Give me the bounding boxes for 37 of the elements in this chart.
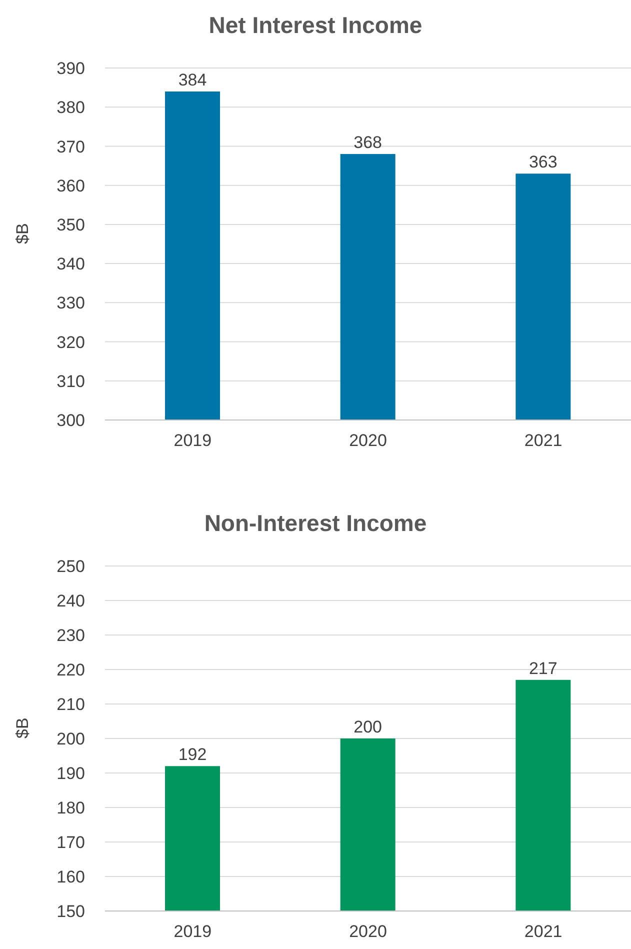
x-tick-label: 2020: [349, 922, 387, 942]
y-tick-label: 300: [56, 411, 85, 430]
y-tick-label: 370: [56, 137, 85, 156]
y-tick-label: 230: [56, 626, 85, 646]
y-tick-label: 240: [56, 592, 85, 611]
y-tick-label: 220: [56, 660, 85, 680]
y-tick-label: 380: [56, 98, 85, 118]
data-label: 200: [354, 718, 382, 736]
x-tick-label: 2021: [524, 431, 562, 450]
chart-title: Net Interest Income: [208, 10, 424, 40]
y-tick-label: 160: [56, 868, 85, 887]
y-tick-label: 150: [56, 902, 85, 922]
data-label: 384: [178, 70, 207, 90]
y-tick-label: 390: [56, 59, 85, 78]
y-tick-label: 250: [56, 557, 85, 576]
x-tick-label: 2020: [349, 431, 387, 450]
y-tick-label: 210: [56, 695, 85, 714]
y-tick-label: 360: [56, 176, 85, 196]
y-tick-label: 170: [56, 833, 85, 852]
data-label: 192: [178, 745, 207, 764]
y-axis-title: $B: [13, 718, 32, 738]
y-axis-title: $B: [13, 223, 32, 244]
y-tick-label: 350: [56, 215, 85, 234]
y-tick-label: 180: [56, 798, 85, 818]
y-tick-label: 200: [56, 730, 85, 749]
y-tick-label: 320: [56, 332, 85, 352]
y-tick-label: 190: [56, 764, 85, 784]
data-label: 363: [528, 152, 558, 172]
chart-title: Non-Interest Income: [203, 508, 428, 538]
data-label: 217: [528, 658, 558, 678]
y-tick-label: 340: [56, 254, 85, 274]
y-tick-label: 310: [56, 372, 85, 391]
x-tick-label: 2021: [524, 922, 562, 942]
x-tick-label: 2019: [174, 431, 212, 450]
y-tick-label: 330: [56, 294, 85, 313]
data-label: 368: [354, 133, 382, 152]
x-tick-label: 2019: [174, 922, 212, 942]
